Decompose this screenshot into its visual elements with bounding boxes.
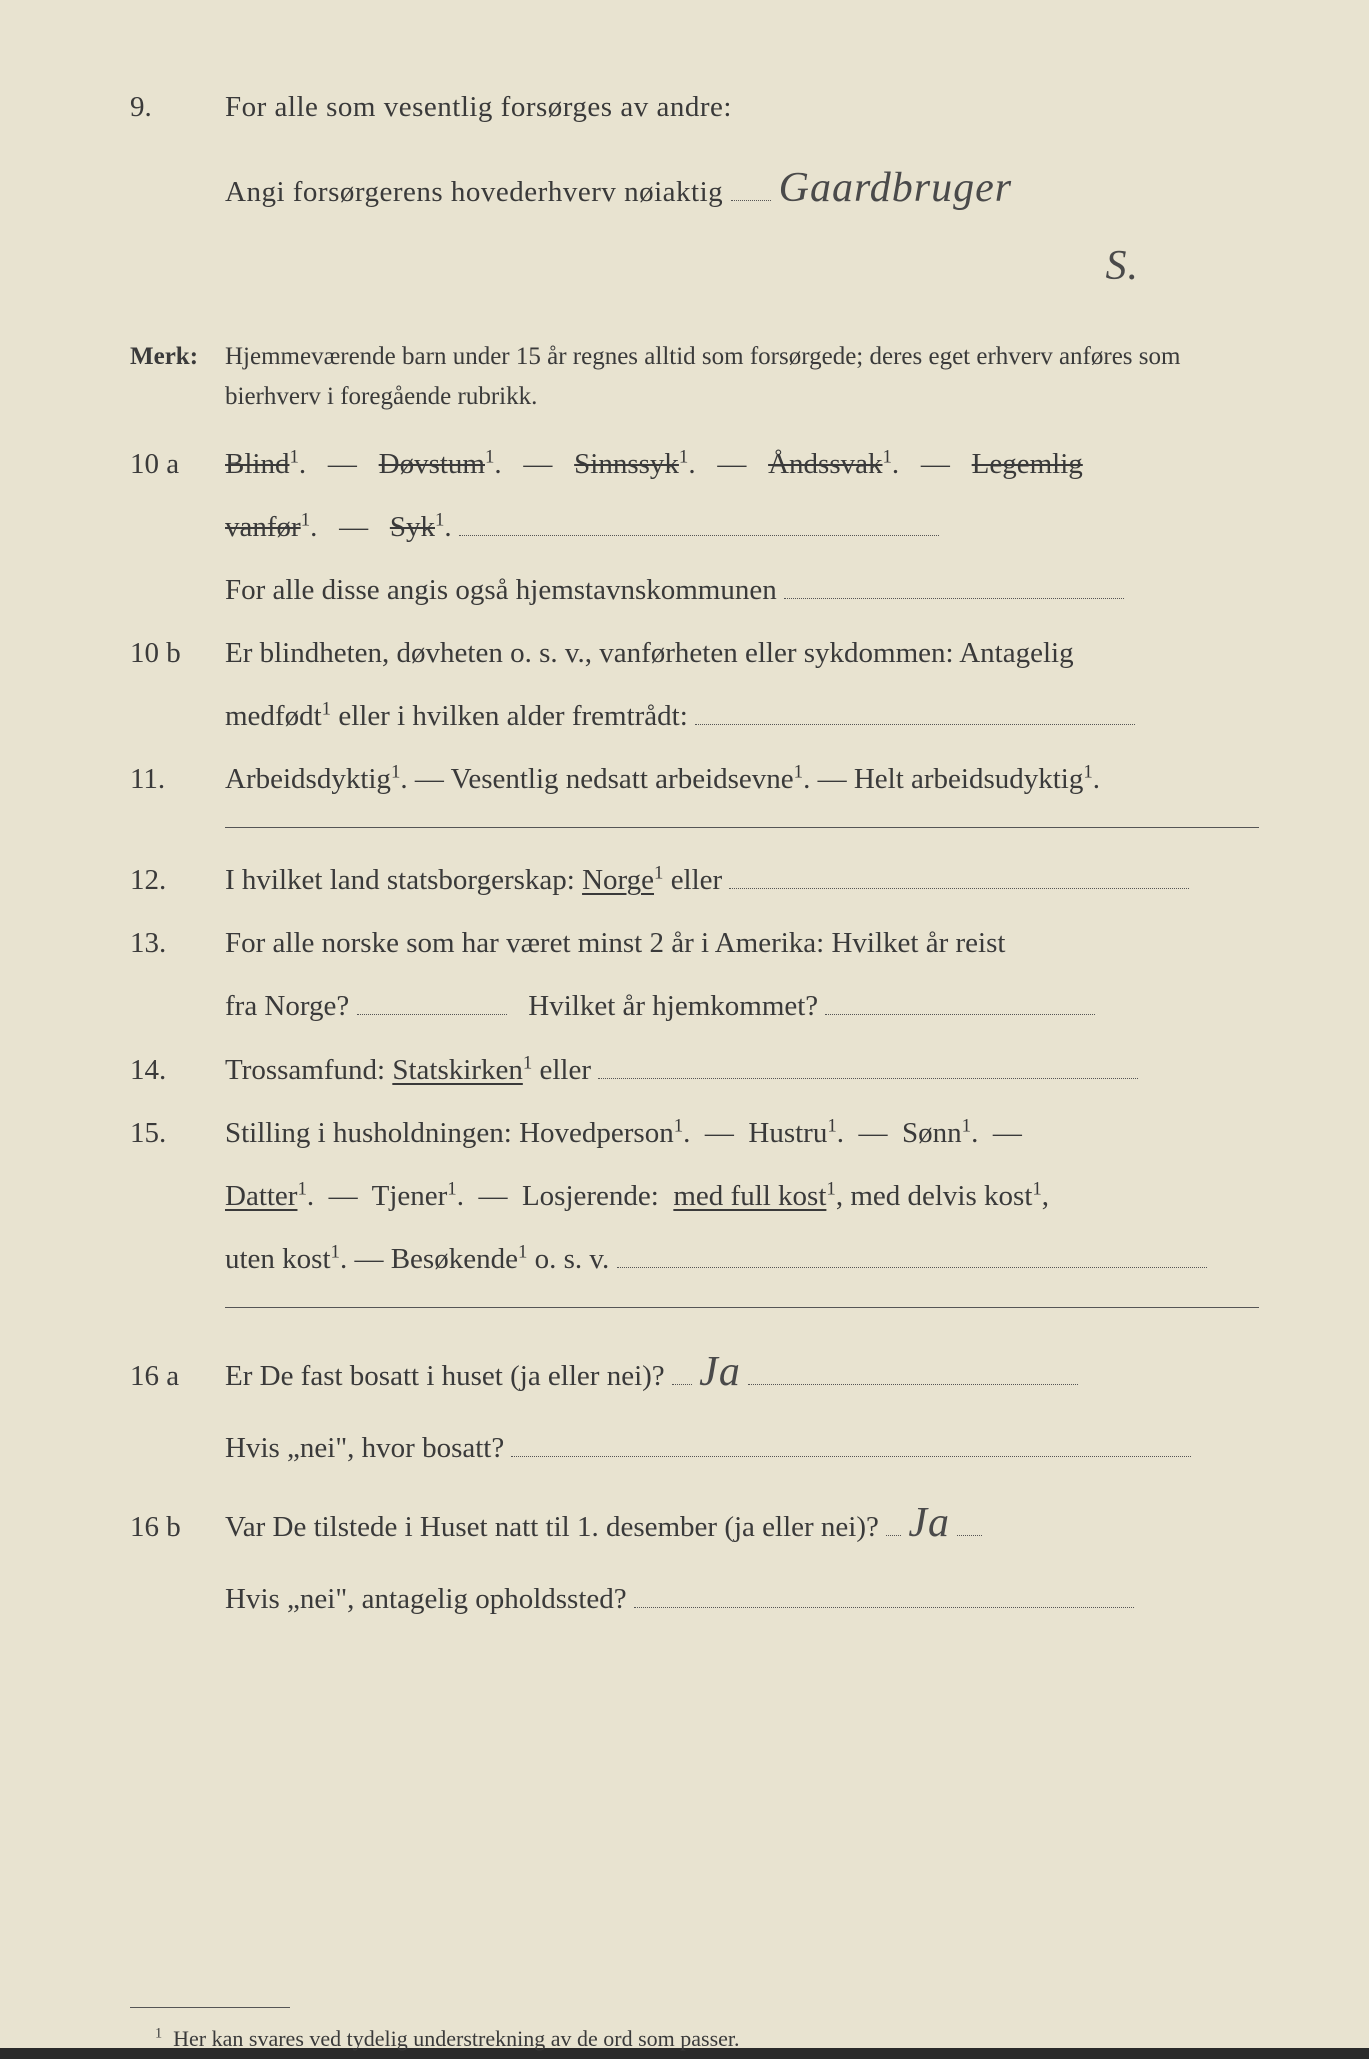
q9-row2: Angi forsørgerens hovederhverv nøiaktig … xyxy=(130,149,1259,229)
q15-row1: 15. Stilling i husholdningen: Hovedperso… xyxy=(130,1106,1259,1161)
q15-row2: Datter1. — Tjener1. — Losjerende: med fu… xyxy=(130,1169,1259,1224)
q16a-answer: Ja xyxy=(699,1349,741,1395)
q11-row: 11. Arbeidsdyktig1. — Vesentlig nedsatt … xyxy=(130,752,1259,807)
census-form-page: 9. For alle som vesentlig forsørges av a… xyxy=(0,0,1369,2048)
merk-text: Hjemmeværende barn under 15 år regnes al… xyxy=(225,337,1259,417)
merk-label: Merk: xyxy=(130,337,225,377)
q16a-num: 16 a xyxy=(130,1349,225,1404)
q12-num: 12. xyxy=(130,853,225,908)
q15-row3: uten kost1. — Besøkende1 o. s. v. xyxy=(130,1232,1259,1287)
q16b-row2: Hvis „nei", antagelig opholdssted? xyxy=(130,1572,1259,1627)
q9-line1: For alle som vesentlig forsørges av andr… xyxy=(225,80,1259,135)
q10a-row3: For alle disse angis også hjemstavnskomm… xyxy=(130,563,1259,618)
q9-row1: 9. For alle som vesentlig forsørges av a… xyxy=(130,80,1259,135)
q9-line2: Angi forsørgerens hovederhverv nøiaktig … xyxy=(225,149,1259,229)
q10a-row1: 10 a Blind1. — Døvstum1. — Sinnssyk1. — … xyxy=(130,437,1259,492)
q14-num: 14. xyxy=(130,1043,225,1098)
footnote: 1 Her kan svares ved tydelig understrekn… xyxy=(130,2018,1259,2059)
q13-row1: 13. For alle norske som har været minst … xyxy=(130,916,1259,971)
q13-line1: For alle norske som har været minst 2 år… xyxy=(225,916,1259,971)
q16b-row1: 16 b Var De tilstede i Huset natt til 1.… xyxy=(130,1484,1259,1564)
q16b-num: 16 b xyxy=(130,1500,225,1555)
q10b-row1: 10 b Er blindheten, døvheten o. s. v., v… xyxy=(130,626,1259,681)
q16a-row1: 16 a Er De fast bosatt i huset (ja eller… xyxy=(130,1333,1259,1413)
q10b-row2: medfødt1 eller i hvilken alder fremtrådt… xyxy=(130,689,1259,744)
q13-row2: fra Norge? Hvilket år hjemkommet? xyxy=(130,979,1259,1034)
footnote-rule xyxy=(130,2007,290,2008)
q10a-row2: vanfør1. — Syk1. xyxy=(130,500,1259,555)
q10a-num: 10 a xyxy=(130,437,225,492)
q16a-row2: Hvis „nei", hvor bosatt? xyxy=(130,1421,1259,1476)
q9-handwritten-s: S. xyxy=(130,227,1259,307)
divider-1 xyxy=(225,827,1259,828)
q11-num: 11. xyxy=(130,752,225,807)
q16b-answer: Ja xyxy=(908,1500,950,1546)
merk-row: Merk: Hjemmeværende barn under 15 år reg… xyxy=(130,337,1259,417)
q9-num: 9. xyxy=(130,80,225,135)
q15-num: 15. xyxy=(130,1106,225,1161)
q12-row: 12. I hvilket land statsborgerskap: Norg… xyxy=(130,853,1259,908)
q10b-line1: Er blindheten, døvheten o. s. v., vanfør… xyxy=(225,626,1259,681)
q14-row: 14. Trossamfund: Statskirken1 eller xyxy=(130,1043,1259,1098)
q13-num: 13. xyxy=(130,916,225,971)
q10b-num: 10 b xyxy=(130,626,225,681)
q9-handwritten: Gaardbruger xyxy=(779,165,1012,211)
divider-2 xyxy=(225,1307,1259,1308)
